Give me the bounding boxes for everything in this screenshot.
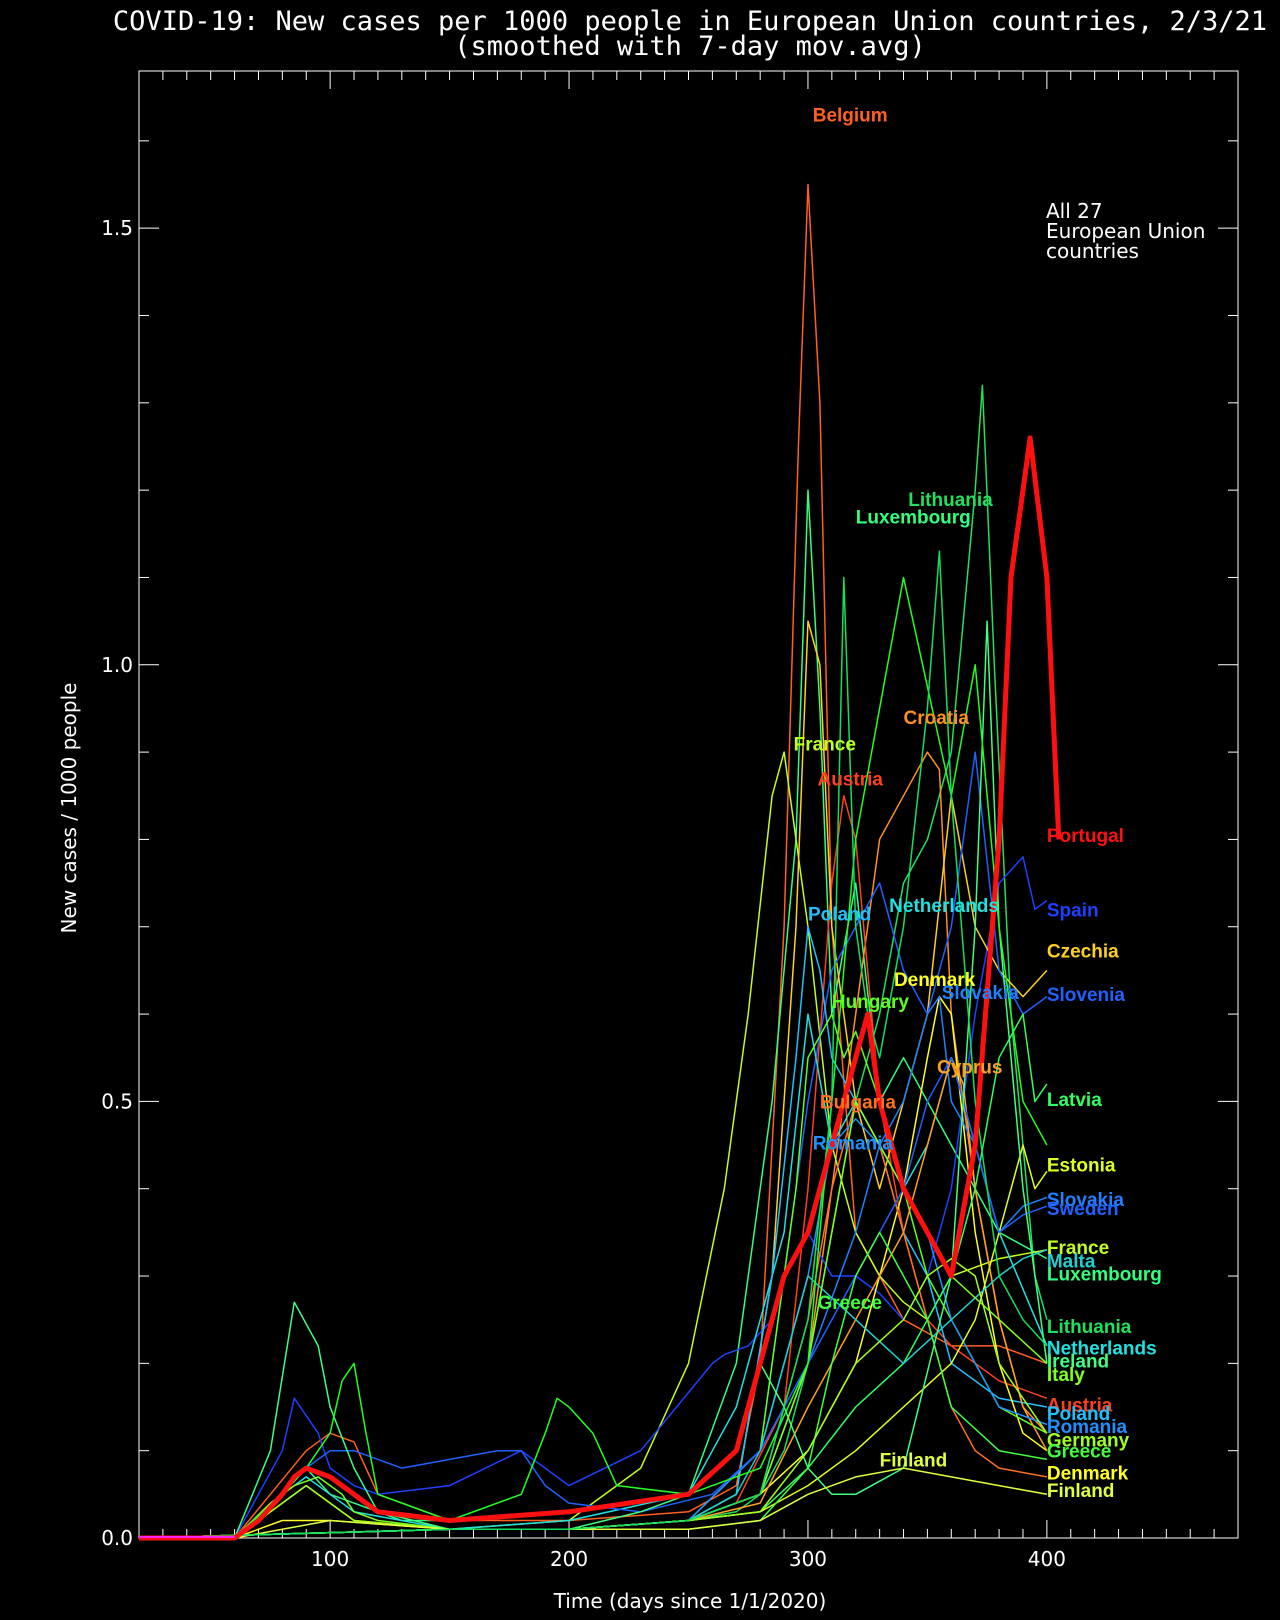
series-label: Hungary [832, 992, 910, 1013]
series-label: Estonia [1047, 1155, 1116, 1176]
series-label: Portugal [1047, 826, 1124, 847]
y-tick-label: 1.0 [101, 653, 133, 677]
series-label: Romania [813, 1133, 894, 1154]
series-label: Luxembourg [1047, 1264, 1162, 1285]
chart-subtitle: (smoothed with 7-day mov.avg) [454, 31, 925, 62]
series-label: Romania [1047, 1417, 1128, 1438]
series-label: Croatia [904, 708, 970, 729]
axes: 100 200 300 400 0.0 0.5 1.0 1.5 [101, 70, 1239, 1571]
series-label: Poland [1047, 1404, 1110, 1425]
x-tick-label: 200 [550, 1547, 588, 1571]
series-label: Italy [1047, 1365, 1085, 1386]
series-label: Malta [1047, 1251, 1096, 1272]
series-line-portugal [139, 435, 1062, 1541]
x-axis-label: Time (days since 1/1/2020) [553, 1589, 827, 1613]
x-tick-label: 400 [1028, 1547, 1066, 1571]
series-label: Finland [1047, 1481, 1115, 1502]
chart-title: COVID-19: New cases per 1000 people in E… [113, 6, 1267, 37]
series-label: France [1047, 1238, 1109, 1259]
series-label: Slovakia [1047, 1190, 1125, 1211]
series-label: Greece [818, 1293, 882, 1314]
series-label: Lithuania [1047, 1317, 1132, 1338]
series-label: Bulgaria [820, 1092, 896, 1113]
series-label: Netherlands [889, 896, 999, 917]
series-line-spain [139, 856, 1048, 1539]
series-label: Finland [880, 1450, 948, 1471]
series-label: Luxembourg [856, 507, 971, 528]
series-line-finland [139, 1467, 1048, 1539]
series-label: France [794, 734, 856, 755]
x-tick-label: 100 [311, 1547, 349, 1571]
note-line-2: European Union [1046, 219, 1205, 243]
series-label: Slovakia [942, 983, 1020, 1004]
note-line-3: countries [1046, 239, 1139, 263]
series-line-unlabelled-27 [139, 576, 1048, 1539]
series-label: Sweden [1047, 1199, 1119, 1220]
series-label: Austria [818, 769, 884, 790]
y-axis-label: New cases / 1000 people [57, 683, 81, 934]
series-label: Denmark [894, 970, 976, 991]
note-box: All 27 European Union countries [1046, 199, 1205, 263]
series-label: Belgium [813, 106, 888, 127]
series-labels: BelgiumLithuaniaLuxembourgCroatiaFranceA… [794, 106, 1162, 1502]
series-label: Lithuania [908, 490, 993, 511]
note-line-1: All 27 [1046, 199, 1103, 223]
series-label: Austria [1047, 1395, 1113, 1416]
series-line-luxembourg [139, 489, 1048, 1539]
series-line-lithuania [138, 384, 1048, 1539]
series-label: Spain [1047, 900, 1099, 921]
series-label: Czechia [1047, 941, 1119, 962]
series-label: Germany [1047, 1430, 1130, 1451]
series-label: Latvia [1047, 1090, 1102, 1111]
y-tick-label: 1.5 [101, 216, 133, 240]
series-group [138, 183, 1062, 1541]
series-label: Ireland [1047, 1352, 1109, 1373]
y-tick-label: 0.5 [101, 1089, 133, 1113]
series-label: Slovenia [1047, 985, 1126, 1006]
x-tick-label: 300 [789, 1547, 827, 1571]
series-label: Denmark [1047, 1464, 1129, 1485]
series-label: Greece [1047, 1442, 1111, 1463]
series-label: Cyprus [937, 1057, 1002, 1078]
series-label: Poland [808, 905, 871, 926]
series-label: Netherlands [1047, 1339, 1157, 1360]
y-tick-label: 0.0 [101, 1526, 133, 1550]
